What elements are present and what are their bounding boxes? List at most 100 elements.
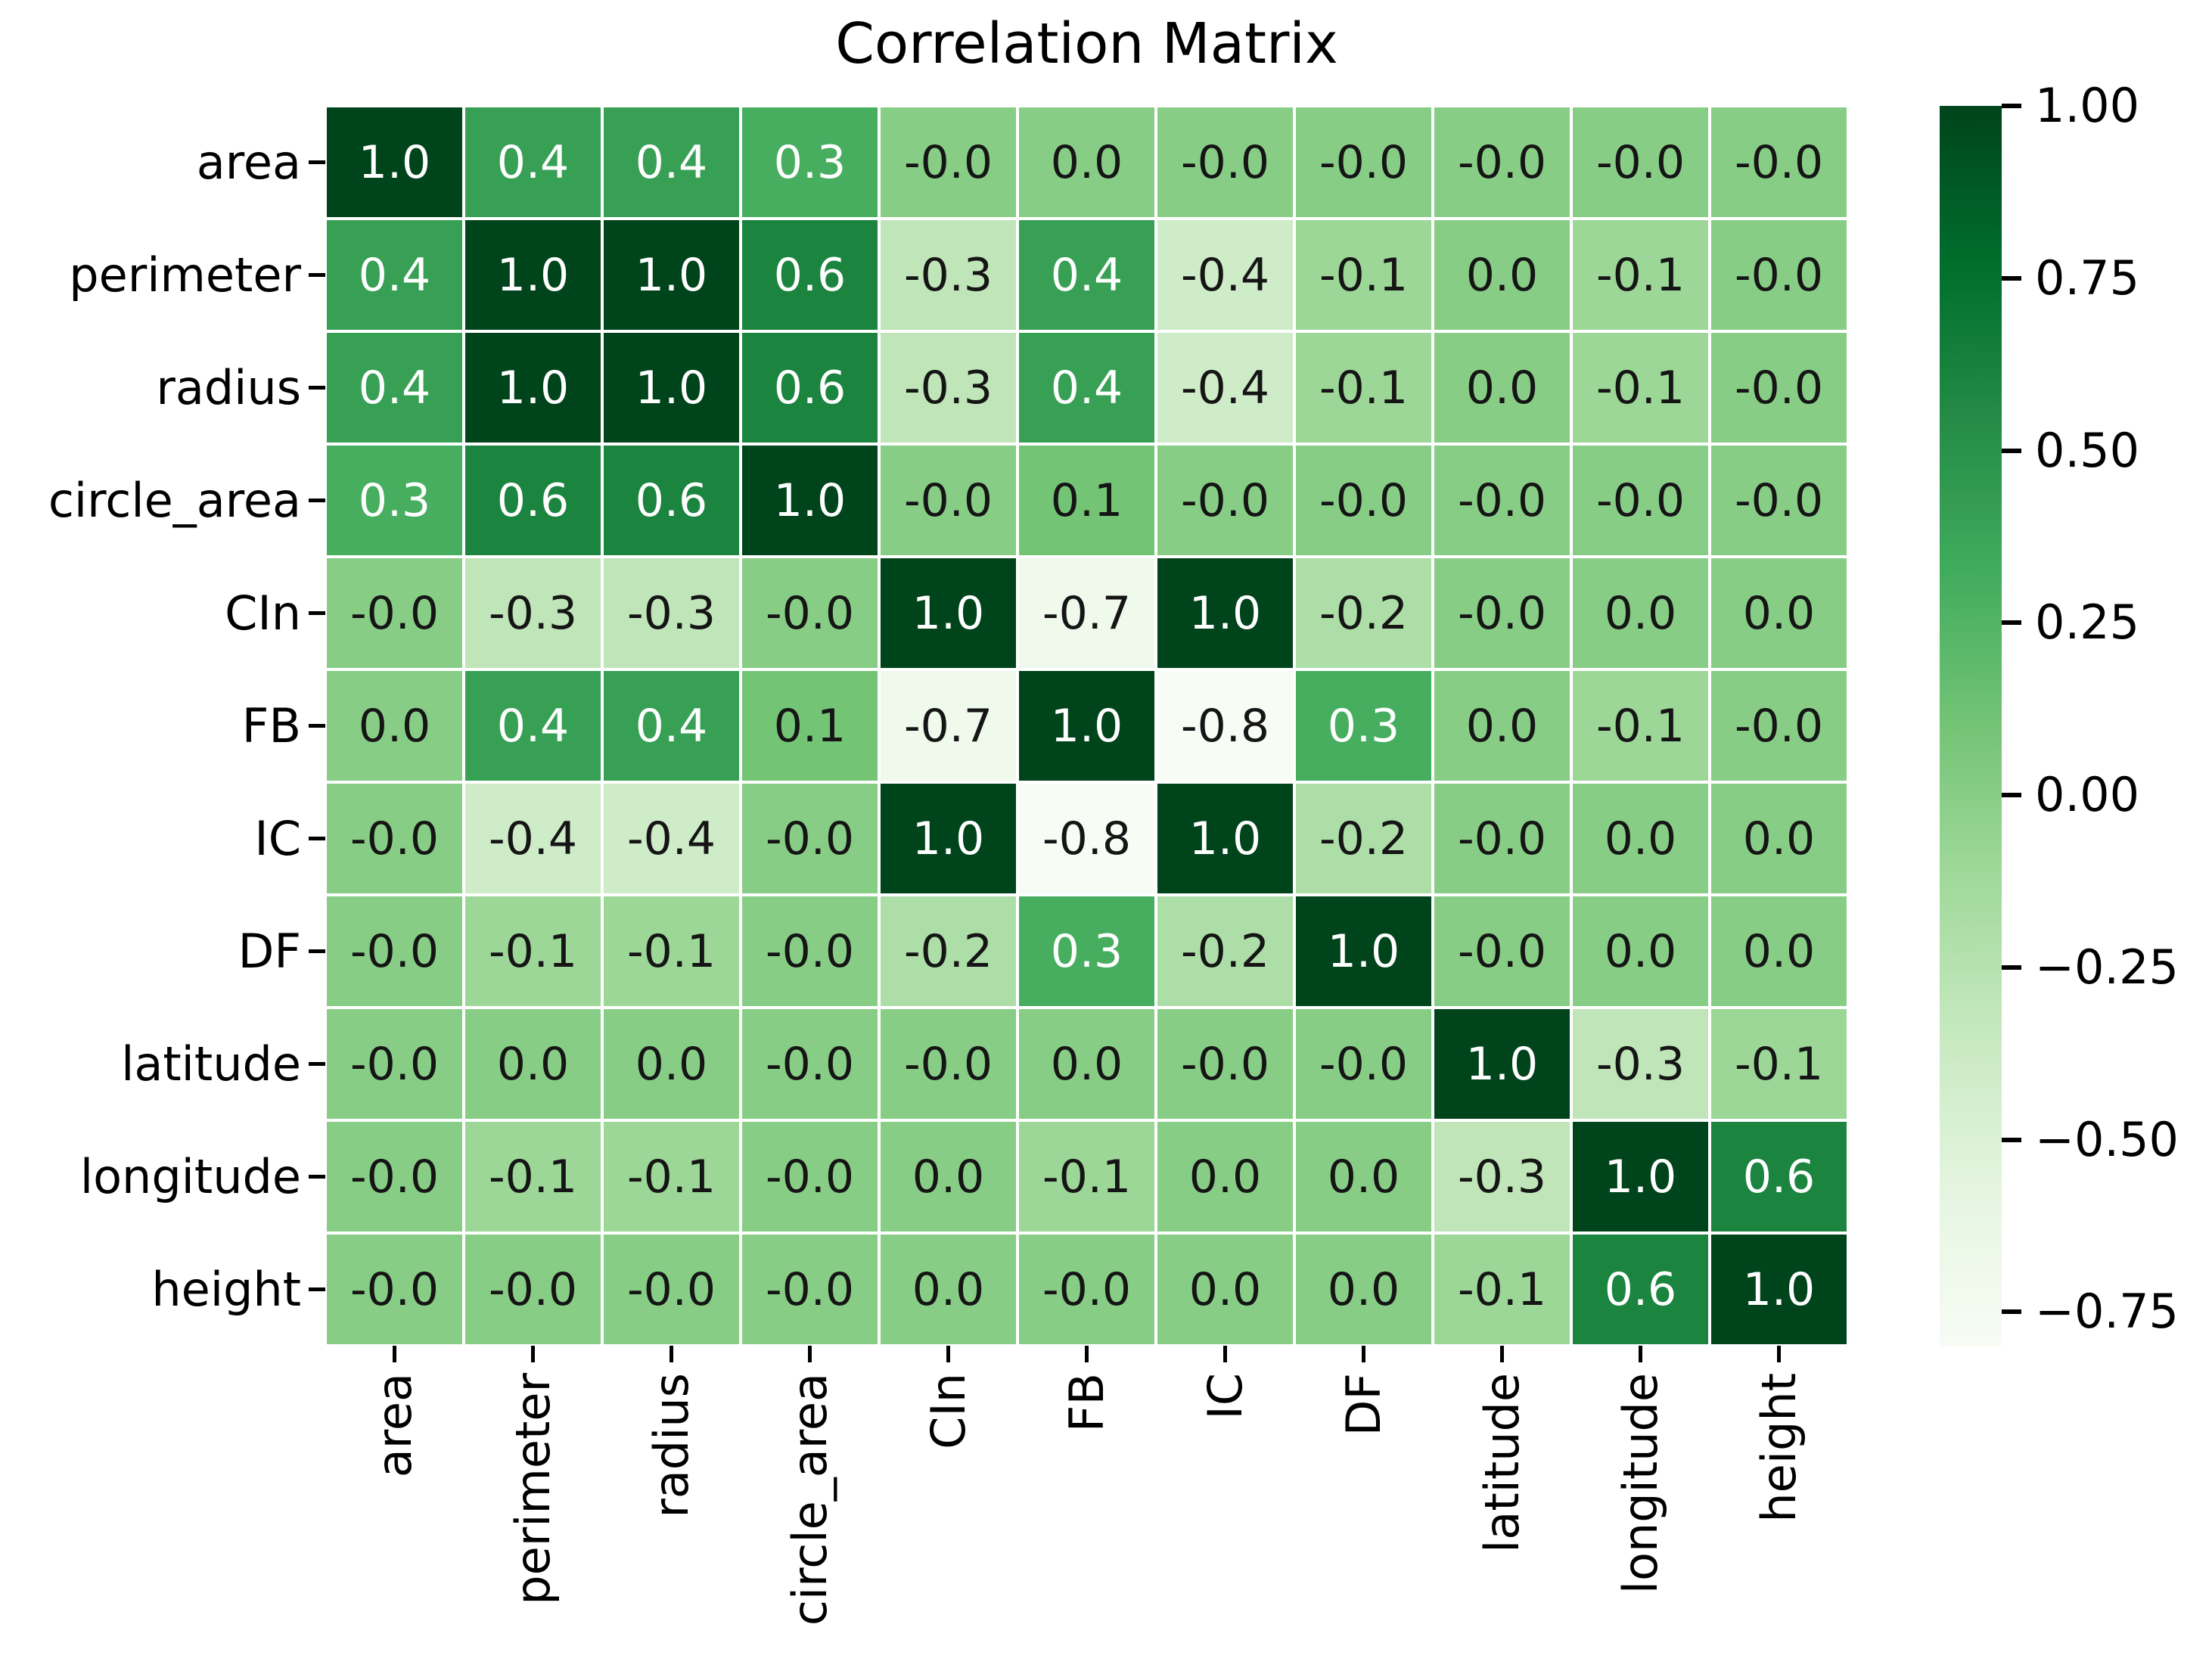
heatmap-cell: -0.0	[741, 782, 879, 895]
heatmap-cell: -0.3	[1571, 1008, 1710, 1120]
heatmap-cell: -0.2	[1294, 557, 1433, 669]
heatmap-cell: -0.0	[325, 1008, 464, 1120]
x-tick-mark	[1777, 1346, 1781, 1362]
colorbar-tick-mark	[2002, 964, 2021, 970]
heatmap-cell: -0.0	[325, 1233, 464, 1346]
heatmap-cell: -0.0	[1156, 106, 1294, 219]
heatmap-cell: 0.3	[325, 444, 464, 557]
x-tick-label: FB	[1058, 1373, 1114, 1433]
heatmap-cell: -0.0	[1433, 782, 1571, 895]
heatmap-cell: -0.1	[1710, 1008, 1848, 1120]
chart-title: Correlation Matrix	[835, 11, 1338, 76]
colorbar-tick-label: 0.75	[2035, 250, 2140, 306]
heatmap-cell: 0.0	[879, 1233, 1017, 1346]
heatmap-cell: 0.6	[1710, 1120, 1848, 1233]
colorbar-tick-mark	[2002, 448, 2021, 453]
heatmap-cell: 1.0	[879, 782, 1017, 895]
heatmap-cell: -0.0	[741, 1120, 879, 1233]
y-tick-label: latitude	[121, 1036, 301, 1092]
heatmap-cell: -0.0	[879, 106, 1017, 219]
heatmap-cell: -0.0	[1571, 106, 1710, 219]
heatmap-cell: 1.0	[1571, 1120, 1710, 1233]
x-tick-label: height	[1751, 1373, 1807, 1523]
x-tick-mark	[393, 1346, 396, 1362]
x-tick-mark	[1639, 1346, 1642, 1362]
heatmap-cell: -0.4	[464, 782, 602, 895]
y-tick-mark	[309, 611, 325, 615]
heatmap-cell: 0.0	[1710, 782, 1848, 895]
y-tick-mark	[309, 1287, 325, 1291]
colorbar-tick-mark	[2002, 1309, 2021, 1315]
heatmap-cell: -0.1	[1571, 669, 1710, 782]
y-tick-label: FB	[241, 697, 301, 753]
heatmap-cell: -0.0	[1710, 106, 1848, 219]
heatmap-cell: -0.1	[1294, 331, 1433, 444]
heatmap-cell: -0.2	[1294, 782, 1433, 895]
y-tick-mark	[309, 499, 325, 502]
x-tick-label: CIn	[920, 1373, 976, 1449]
heatmap-cell: -0.4	[602, 782, 741, 895]
heatmap-cell: -0.0	[1710, 331, 1848, 444]
heatmap-cell: -0.0	[1710, 444, 1848, 557]
heatmap-cell: 1.0	[1156, 557, 1294, 669]
heatmap-cell: 0.6	[1571, 1233, 1710, 1346]
x-tick-label: radius	[643, 1373, 699, 1518]
heatmap-cell: -0.1	[1294, 219, 1433, 331]
heatmap-cell: 0.4	[1017, 219, 1156, 331]
heatmap-cell: -0.0	[1433, 557, 1571, 669]
heatmap-cell: -0.0	[325, 1120, 464, 1233]
heatmap-cell: -0.0	[1294, 106, 1433, 219]
heatmap-cell: 1.0	[741, 444, 879, 557]
colorbar-tick-label: −0.75	[2035, 1284, 2179, 1340]
heatmap-cell: -0.0	[741, 1233, 879, 1346]
heatmap-cell: -0.0	[741, 895, 879, 1008]
heatmap-cell: 0.0	[325, 669, 464, 782]
heatmap-cell: 0.1	[741, 669, 879, 782]
colorbar-tick-mark	[2002, 104, 2021, 108]
y-tick-label: area	[196, 134, 301, 190]
x-tick-label: circle_area	[781, 1373, 837, 1626]
x-tick-mark	[1085, 1346, 1089, 1362]
y-tick-label: DF	[238, 923, 301, 979]
heatmap-cell: 1.0	[1294, 895, 1433, 1008]
y-tick-label: radius	[156, 359, 301, 415]
colorbar-tick-mark	[2002, 1137, 2021, 1142]
heatmap-cell: -0.4	[1156, 331, 1294, 444]
heatmap-cell: 0.0	[879, 1120, 1017, 1233]
heatmap-cell: -0.0	[602, 1233, 741, 1346]
heatmap-cell: -0.8	[1156, 669, 1294, 782]
heatmap-cell: 0.0	[1017, 106, 1156, 219]
heatmap-cell: -0.1	[1571, 331, 1710, 444]
colorbar-tick-label: 0.25	[2035, 595, 2140, 651]
heatmap-cell: -0.0	[1571, 444, 1710, 557]
x-tick-label: area	[366, 1373, 422, 1478]
y-tick-label: CIn	[225, 585, 301, 641]
heatmap-cell: -0.0	[1017, 1233, 1156, 1346]
y-tick-label: longitude	[79, 1148, 301, 1204]
heatmap-cell: 0.6	[741, 331, 879, 444]
y-tick-label: perimeter	[69, 247, 301, 303]
heatmap-cell: 1.0	[1156, 782, 1294, 895]
heatmap-cell: 0.0	[1156, 1233, 1294, 1346]
heatmap-cell: 0.4	[602, 106, 741, 219]
heatmap-cell: -0.0	[1433, 895, 1571, 1008]
heatmap-cell: 0.0	[1571, 895, 1710, 1008]
heatmap-cell: 0.4	[602, 669, 741, 782]
y-tick-mark	[309, 273, 325, 277]
heatmap-cell: -0.1	[1571, 219, 1710, 331]
colorbar-tick-mark	[2002, 620, 2021, 626]
y-tick-mark	[309, 724, 325, 728]
x-tick-label: DF	[1335, 1373, 1391, 1437]
colorbar-tick-label: −0.25	[2035, 939, 2179, 995]
heatmap-cell: 0.0	[1571, 557, 1710, 669]
heatmap-cell: -0.3	[879, 219, 1017, 331]
heatmap-cell: 0.0	[1433, 219, 1571, 331]
heatmap-cell: -0.1	[602, 1120, 741, 1233]
x-tick-mark	[1362, 1346, 1365, 1362]
heatmap-cell: 0.0	[1571, 782, 1710, 895]
heatmap-cell: 1.0	[464, 331, 602, 444]
heatmap-cell: -0.1	[1433, 1233, 1571, 1346]
y-tick-mark	[309, 160, 325, 164]
heatmap-cell: -0.7	[879, 669, 1017, 782]
heatmap-cell: -0.1	[1017, 1120, 1156, 1233]
